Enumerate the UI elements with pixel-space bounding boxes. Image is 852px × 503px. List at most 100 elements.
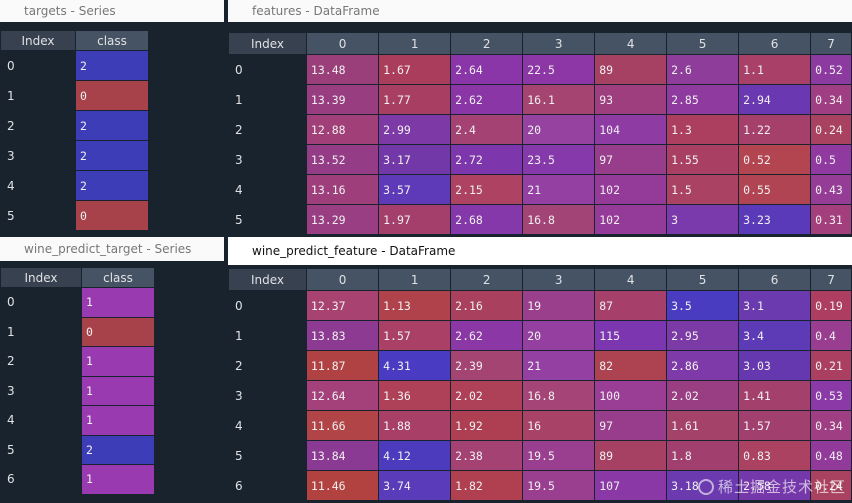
data-cell[interactable]: 12.64 <box>305 380 380 411</box>
data-cell[interactable]: 2.58 <box>738 470 812 501</box>
data-cell[interactable]: 2.02 <box>666 380 740 411</box>
data-cell[interactable]: 13.52 <box>305 144 380 175</box>
data-cell[interactable]: 2.6 <box>666 54 740 85</box>
column-header-1[interactable]: 1 <box>378 268 452 291</box>
data-cell[interactable]: 2.62 <box>450 84 524 115</box>
table-row[interactable]: 2 11.87 4.31 2.39 21 82 2.86 3.03 0.21 <box>228 350 852 381</box>
data-cell[interactable]: 0.53 <box>810 380 852 411</box>
data-cell[interactable]: 115 <box>594 320 668 351</box>
data-cell[interactable]: 0.48 <box>810 440 852 471</box>
column-header-0[interactable]: 0 <box>305 32 380 55</box>
data-cell[interactable]: 1.55 <box>666 144 740 175</box>
data-cell[interactable]: 19.5 <box>522 470 596 501</box>
data-cell[interactable]: 3.57 <box>378 174 452 205</box>
data-cell[interactable]: 1.97 <box>378 204 452 235</box>
data-cell[interactable]: 16.8 <box>522 380 596 411</box>
table-row[interactable]: 4 11.66 1.88 1.92 16 97 1.61 1.57 0.34 <box>228 410 852 441</box>
class-cell[interactable]: 1 <box>81 464 155 495</box>
table-row[interactable]: 5 13.29 1.97 2.68 16.8 102 3 3.23 0.31 <box>228 204 852 235</box>
data-cell[interactable]: 1.8 <box>666 440 740 471</box>
data-cell[interactable]: 12.37 <box>305 290 380 321</box>
data-cell[interactable]: 13.39 <box>305 84 380 115</box>
data-cell[interactable]: 4.12 <box>378 440 452 471</box>
table-row[interactable]: 2 12.88 2.99 2.4 20 104 1.3 1.22 0.24 <box>228 114 852 145</box>
data-cell[interactable]: 102 <box>594 174 668 205</box>
data-cell[interactable]: 1.36 <box>378 380 452 411</box>
column-header-6[interactable]: 6 <box>738 32 812 55</box>
data-cell[interactable]: 13.84 <box>305 440 380 471</box>
data-cell[interactable]: 19.5 <box>522 440 596 471</box>
data-cell[interactable]: 3.74 <box>378 470 452 501</box>
column-header-6[interactable]: 6 <box>738 268 812 291</box>
data-cell[interactable]: 1.5 <box>666 174 740 205</box>
data-cell[interactable]: 2.38 <box>450 440 524 471</box>
data-cell[interactable]: 23.5 <box>522 144 596 175</box>
data-cell[interactable]: 0.4 <box>810 320 852 351</box>
table-row[interactable]: 5 13.84 4.12 2.38 19.5 89 1.8 0.83 0.48 <box>228 440 852 471</box>
data-cell[interactable]: 102 <box>594 204 668 235</box>
data-cell[interactable]: 3.1 <box>738 290 812 321</box>
data-cell[interactable]: 13.83 <box>305 320 380 351</box>
data-cell[interactable]: 2.64 <box>450 54 524 85</box>
column-header-class[interactable]: class <box>75 30 149 51</box>
data-cell[interactable]: 2.39 <box>450 350 524 381</box>
data-cell[interactable]: 1.92 <box>450 410 524 441</box>
data-cell[interactable]: 0.21 <box>810 350 852 381</box>
data-cell[interactable]: 13.48 <box>305 54 380 85</box>
data-cell[interactable]: 1.13 <box>378 290 452 321</box>
table-row[interactable]: 1 13.39 1.77 2.62 16.1 93 2.85 2.94 0.34 <box>228 84 852 115</box>
data-cell[interactable]: 97 <box>594 410 668 441</box>
table-row[interactable]: 0 13.48 1.67 2.64 22.5 89 2.6 1.1 0.52 <box>228 54 852 85</box>
table-row[interactable]: 3 13.52 3.17 2.72 23.5 97 1.55 0.52 0.5 <box>228 144 852 175</box>
data-cell[interactable]: 0.52 <box>810 54 852 85</box>
data-cell[interactable]: 21 <box>522 174 596 205</box>
data-cell[interactable]: 3.18 <box>666 470 740 501</box>
data-cell[interactable]: 1.88 <box>378 410 452 441</box>
column-header-0[interactable]: 0 <box>305 268 380 291</box>
class-cell[interactable]: 0 <box>81 316 155 347</box>
index-column-header[interactable]: Index <box>0 30 76 51</box>
data-cell[interactable]: 2.4 <box>450 114 524 145</box>
data-cell[interactable]: 2.02 <box>450 380 524 411</box>
table-row[interactable]: 1 13.83 1.57 2.62 20 115 2.95 3.4 0.4 <box>228 320 852 351</box>
class-cell[interactable]: 0 <box>75 200 149 231</box>
data-cell[interactable]: 0.24 <box>810 114 852 145</box>
column-header-4[interactable]: 4 <box>594 32 668 55</box>
column-header-5[interactable]: 5 <box>666 32 740 55</box>
data-cell[interactable]: 1.82 <box>450 470 524 501</box>
column-header-2[interactable]: 2 <box>450 268 524 291</box>
data-cell[interactable]: 2.95 <box>666 320 740 351</box>
data-cell[interactable]: 2.15 <box>450 174 524 205</box>
data-cell[interactable]: 3.5 <box>666 290 740 321</box>
data-cell[interactable]: 3.17 <box>378 144 452 175</box>
data-cell[interactable]: 1.22 <box>738 114 812 145</box>
data-cell[interactable]: 1.3 <box>666 114 740 145</box>
data-cell[interactable]: 22.5 <box>522 54 596 85</box>
class-cell[interactable]: 1 <box>81 405 155 436</box>
data-cell[interactable]: 107 <box>594 470 668 501</box>
class-cell[interactable]: 2 <box>75 50 149 81</box>
data-cell[interactable]: 16.1 <box>522 84 596 115</box>
class-cell[interactable]: 2 <box>75 140 149 171</box>
table-row[interactable]: 3 12.64 1.36 2.02 16.8 100 2.02 1.41 0.53 <box>228 380 852 411</box>
data-cell[interactable]: 0.55 <box>738 174 812 205</box>
data-cell[interactable]: 104 <box>594 114 668 145</box>
column-header-2[interactable]: 2 <box>450 32 524 55</box>
class-cell[interactable]: 1 <box>81 346 155 377</box>
table-row[interactable]: 0 12.37 1.13 2.16 19 87 3.5 3.1 0.19 <box>228 290 852 321</box>
data-cell[interactable]: 1.61 <box>666 410 740 441</box>
data-cell[interactable]: 1.41 <box>738 380 812 411</box>
data-cell[interactable]: 1.57 <box>738 410 812 441</box>
index-column-header[interactable]: Index <box>228 32 307 55</box>
data-cell[interactable]: 89 <box>594 54 668 85</box>
data-cell[interactable]: 100 <box>594 380 668 411</box>
data-cell[interactable]: 0.34 <box>810 410 852 441</box>
